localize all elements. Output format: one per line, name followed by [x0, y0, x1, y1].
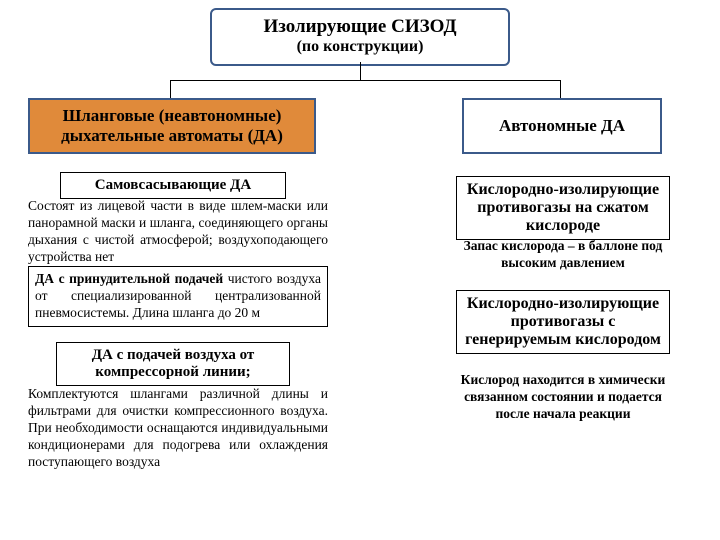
right-sub2-title: Кислородно-изолирующие противогазы с ген…	[465, 295, 661, 348]
left-category-box: Шланговые (неавтономные) дыхательные авт…	[28, 98, 316, 154]
left-sub2-block: ДА с принудительной подачей чистого возд…	[28, 266, 328, 327]
right-sub1-title: Кислородно-изолирующие противогазы на сж…	[467, 181, 659, 234]
left-sub1-title: Самовсасывающие ДА	[95, 177, 251, 193]
connector-right-drop	[560, 80, 561, 98]
left-category-label: Шланговые (неавтономные) дыхательные авт…	[40, 106, 304, 146]
right-sub2-title-box: Кислородно-изолирующие противогазы с ген…	[456, 290, 670, 354]
connector-left-drop	[170, 80, 171, 98]
left-sub2-lead: ДА с принудительной подачей	[35, 271, 223, 286]
left-sub3-title-box: ДА с подачей воздуха от компрессорной ли…	[56, 342, 290, 386]
diagram-title-line1: Изолирующие СИЗОД	[220, 16, 500, 38]
connector-stem	[360, 62, 361, 80]
right-category-label: Автономные ДА	[499, 116, 625, 136]
left-sub3-desc: Комплектуются шлангами различной длины и…	[28, 386, 328, 470]
right-sub1-title-box: Кислородно-изолирующие противогазы на сж…	[456, 176, 670, 240]
left-sub3-title: ДА с подачей воздуха от компрессорной ли…	[92, 347, 255, 380]
diagram-title-box: Изолирующие СИЗОД (по конструкции)	[210, 8, 510, 66]
right-sub2-desc: Кислород находится в химически связанном…	[456, 372, 670, 423]
left-sub1-desc: Состоят из лицевой части в виде шлем-мас…	[28, 198, 328, 266]
left-sub1-title-box: Самовсасывающие ДА	[60, 172, 286, 199]
right-sub1-desc: Запас кислорода – в баллоне под высоким …	[456, 238, 670, 272]
right-category-box: Автономные ДА	[462, 98, 662, 154]
connector-crossbar	[170, 80, 560, 81]
diagram-title-line2: (по конструкции)	[220, 38, 500, 56]
